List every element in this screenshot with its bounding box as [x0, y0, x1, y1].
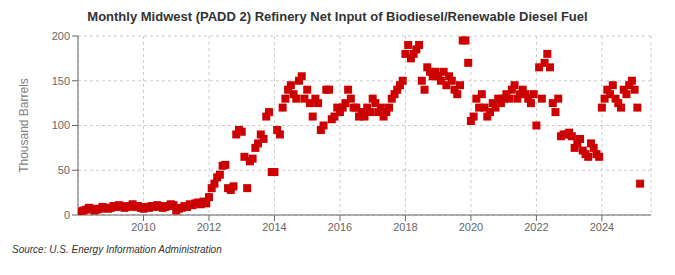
svg-text:2022: 2022 [524, 221, 548, 233]
html-text:Source: U.S. Energy Informatio: Source: U.S. Energy Information Administ… [12, 244, 222, 255]
svg-text:200: 200 [52, 30, 70, 42]
svg-text:2024: 2024 [590, 221, 614, 233]
html-text:Monthly Midwest (PADD 2) Refin: Monthly Midwest (PADD 2) Refinery Net In… [87, 9, 588, 24]
svg-text:150: 150 [52, 75, 70, 87]
svg-text:2020: 2020 [459, 221, 483, 233]
svg-text:Thousand Barrels: Thousand Barrels [17, 78, 31, 173]
svg-text:2012: 2012 [197, 221, 221, 233]
svg-text:0: 0 [64, 209, 70, 221]
svg-text:100: 100 [52, 119, 70, 131]
svg-text:50: 50 [58, 164, 70, 176]
svg-text:2018: 2018 [393, 221, 417, 233]
svg-text:2016: 2016 [328, 221, 352, 233]
svg-text:2010: 2010 [131, 221, 155, 233]
svg-text:2014: 2014 [262, 221, 286, 233]
